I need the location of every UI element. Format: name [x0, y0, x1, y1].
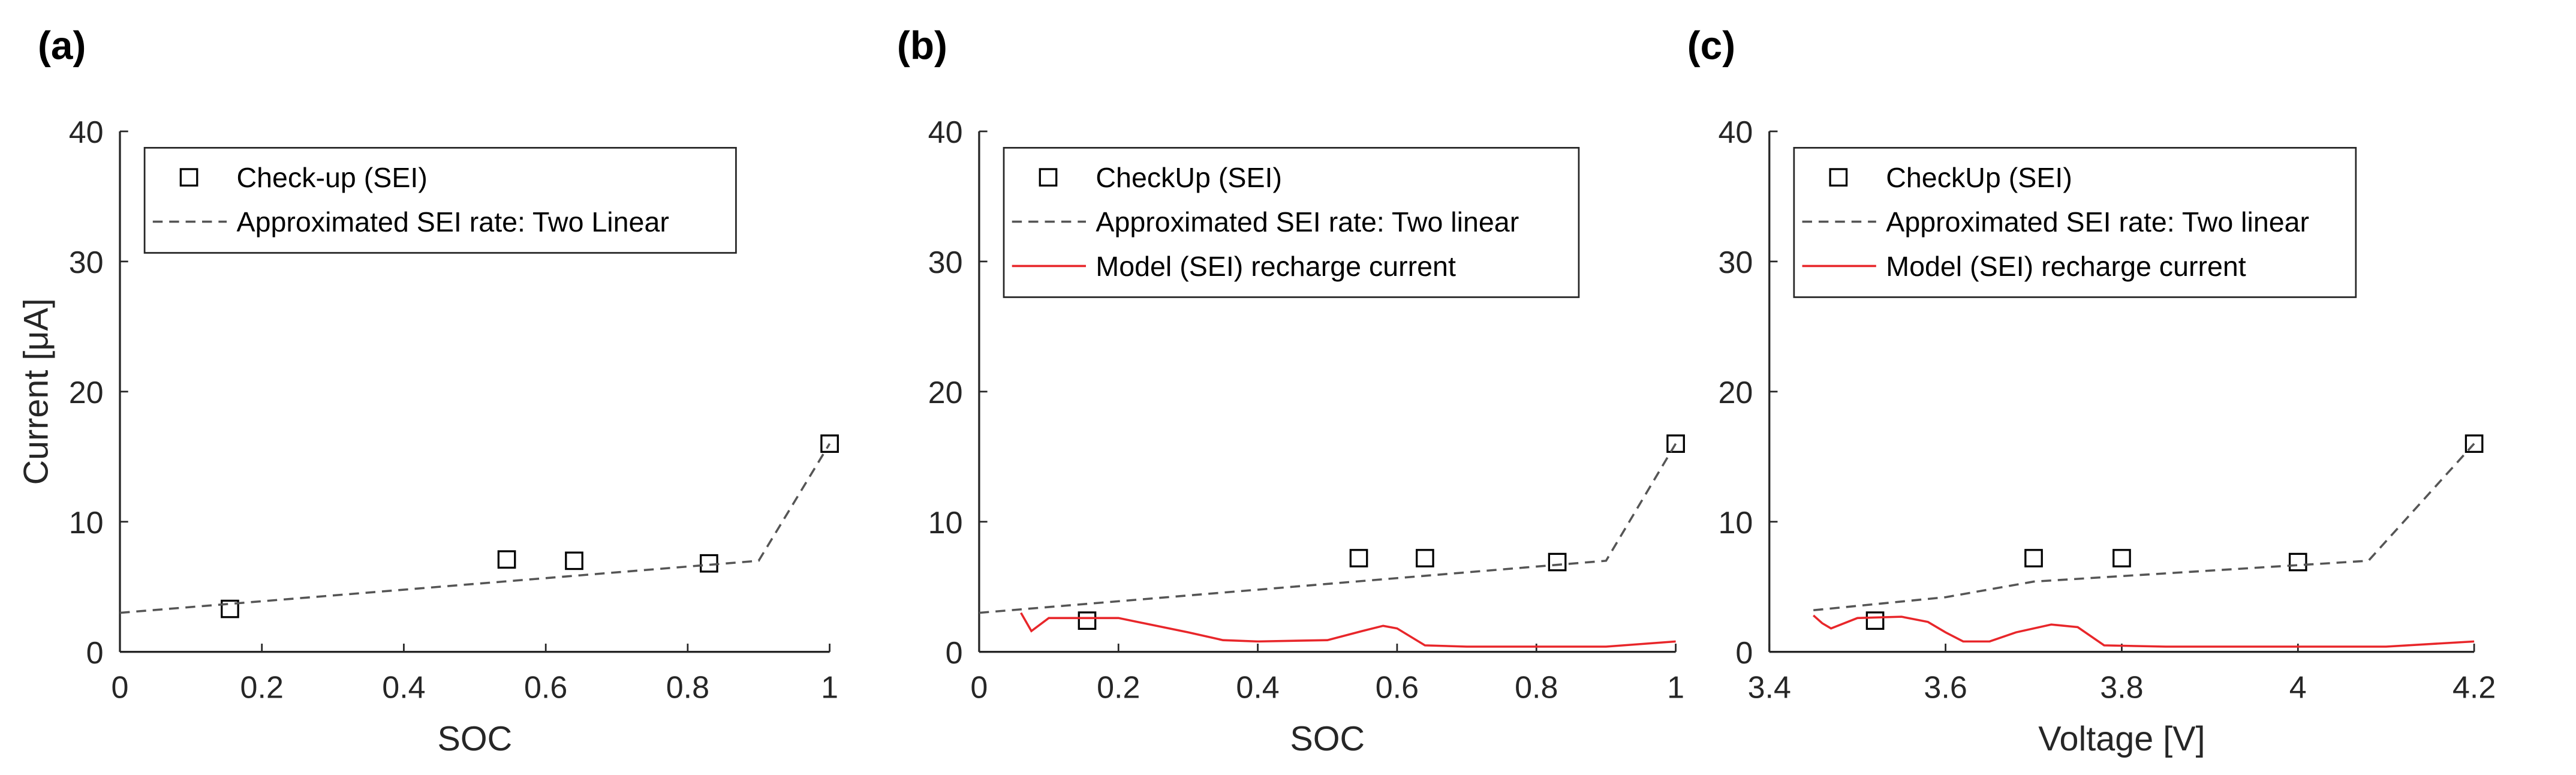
y-tick-label: 0 [946, 636, 963, 671]
x-axis-label: SOC [1290, 720, 1365, 758]
data-point [221, 599, 239, 618]
data-point [2024, 549, 2043, 567]
legend-marker [179, 168, 198, 187]
legend-marker [1039, 168, 1058, 187]
legend-label: CheckUp (SEI) [1096, 162, 1282, 193]
data-line [119, 443, 831, 614]
data-point [2288, 552, 2307, 572]
y-tick-label: 40 [928, 115, 963, 150]
legend-marker [1829, 168, 1848, 187]
y-tick-label: 0 [1735, 636, 1753, 671]
y-tick-label: 10 [928, 506, 963, 540]
y-axis-label: Current [μA] [17, 298, 55, 485]
legend-label: Approximated SEI rate: Two linear [1886, 206, 2309, 238]
x-tick-label: 1 [821, 670, 838, 705]
legend-label: Model (SEI) recharge current [1096, 251, 1456, 282]
x-axis-label: Voltage [V] [2038, 720, 2205, 758]
legend-box [143, 146, 737, 254]
legend-label: Approximated SEI rate: Two Linear [237, 206, 669, 238]
data-line [1813, 614, 2475, 648]
panel-label: (c) [1687, 24, 1735, 68]
x-tick-label: 0.6 [1376, 670, 1419, 705]
legend-label: CheckUp (SEI) [1886, 162, 2072, 193]
x-tick-label: 0 [112, 670, 129, 705]
data-point [497, 550, 516, 569]
legend-label: Approximated SEI rate: Two linear [1096, 206, 1519, 238]
panel: (c) 3.4 3.6 3.8 4 4.2 0 10 20 30 40 Voltage [V] Chec… [1687, 24, 2496, 758]
x-tick-label: 3.6 [1924, 670, 1967, 705]
x-axis-label: SOC [437, 720, 512, 758]
data-point [1078, 611, 1097, 630]
data-point [1416, 549, 1434, 567]
y-tick-label: 10 [1718, 506, 1753, 540]
x-tick-label: 3.8 [2100, 670, 2143, 705]
data-point [2464, 434, 2484, 453]
y-tick-label: 0 [86, 636, 104, 671]
x-tick-label: 0.8 [1515, 670, 1558, 705]
legend-label: Check-up (SEI) [237, 162, 428, 193]
x-tick-label: 4.2 [2452, 670, 2496, 705]
x-tick-label: 0.2 [1097, 670, 1140, 705]
y-tick-label: 30 [928, 245, 963, 280]
data-line [1813, 443, 2475, 612]
x-tick-label: 0.4 [1236, 670, 1279, 705]
data-point [820, 434, 839, 453]
x-tick-label: 4 [2289, 670, 2307, 705]
legend-box [1793, 146, 2357, 298]
legend-box [1003, 146, 1580, 298]
data-point [565, 551, 583, 570]
data-point [1865, 611, 1885, 630]
data-point [1666, 434, 1685, 453]
data-line [1020, 612, 1676, 648]
data-point [1349, 549, 1368, 567]
x-tick-label: 0.8 [666, 670, 709, 705]
legend-label: Model (SEI) recharge current [1886, 251, 2246, 282]
data-point [1548, 552, 1567, 572]
y-tick-label: 40 [1718, 115, 1753, 150]
x-tick-label: 0.2 [240, 670, 284, 705]
y-tick-label: 20 [69, 376, 104, 410]
x-tick-label: 1 [1667, 670, 1684, 705]
y-tick-label: 20 [928, 376, 963, 410]
x-tick-label: 0 [970, 670, 988, 705]
y-tick-label: 30 [1718, 245, 1753, 280]
data-point [2112, 549, 2131, 567]
x-tick-label: 0.6 [524, 670, 567, 705]
y-tick-label: 30 [69, 245, 104, 280]
y-tick-label: 10 [69, 506, 104, 540]
panel-label: (b) [897, 24, 947, 68]
y-tick-label: 20 [1718, 376, 1753, 410]
panel-label: (a) [38, 24, 86, 68]
x-tick-label: 3.4 [1748, 670, 1791, 705]
data-line [979, 443, 1677, 614]
x-tick-label: 0.4 [382, 670, 425, 705]
y-tick-label: 40 [69, 115, 104, 150]
